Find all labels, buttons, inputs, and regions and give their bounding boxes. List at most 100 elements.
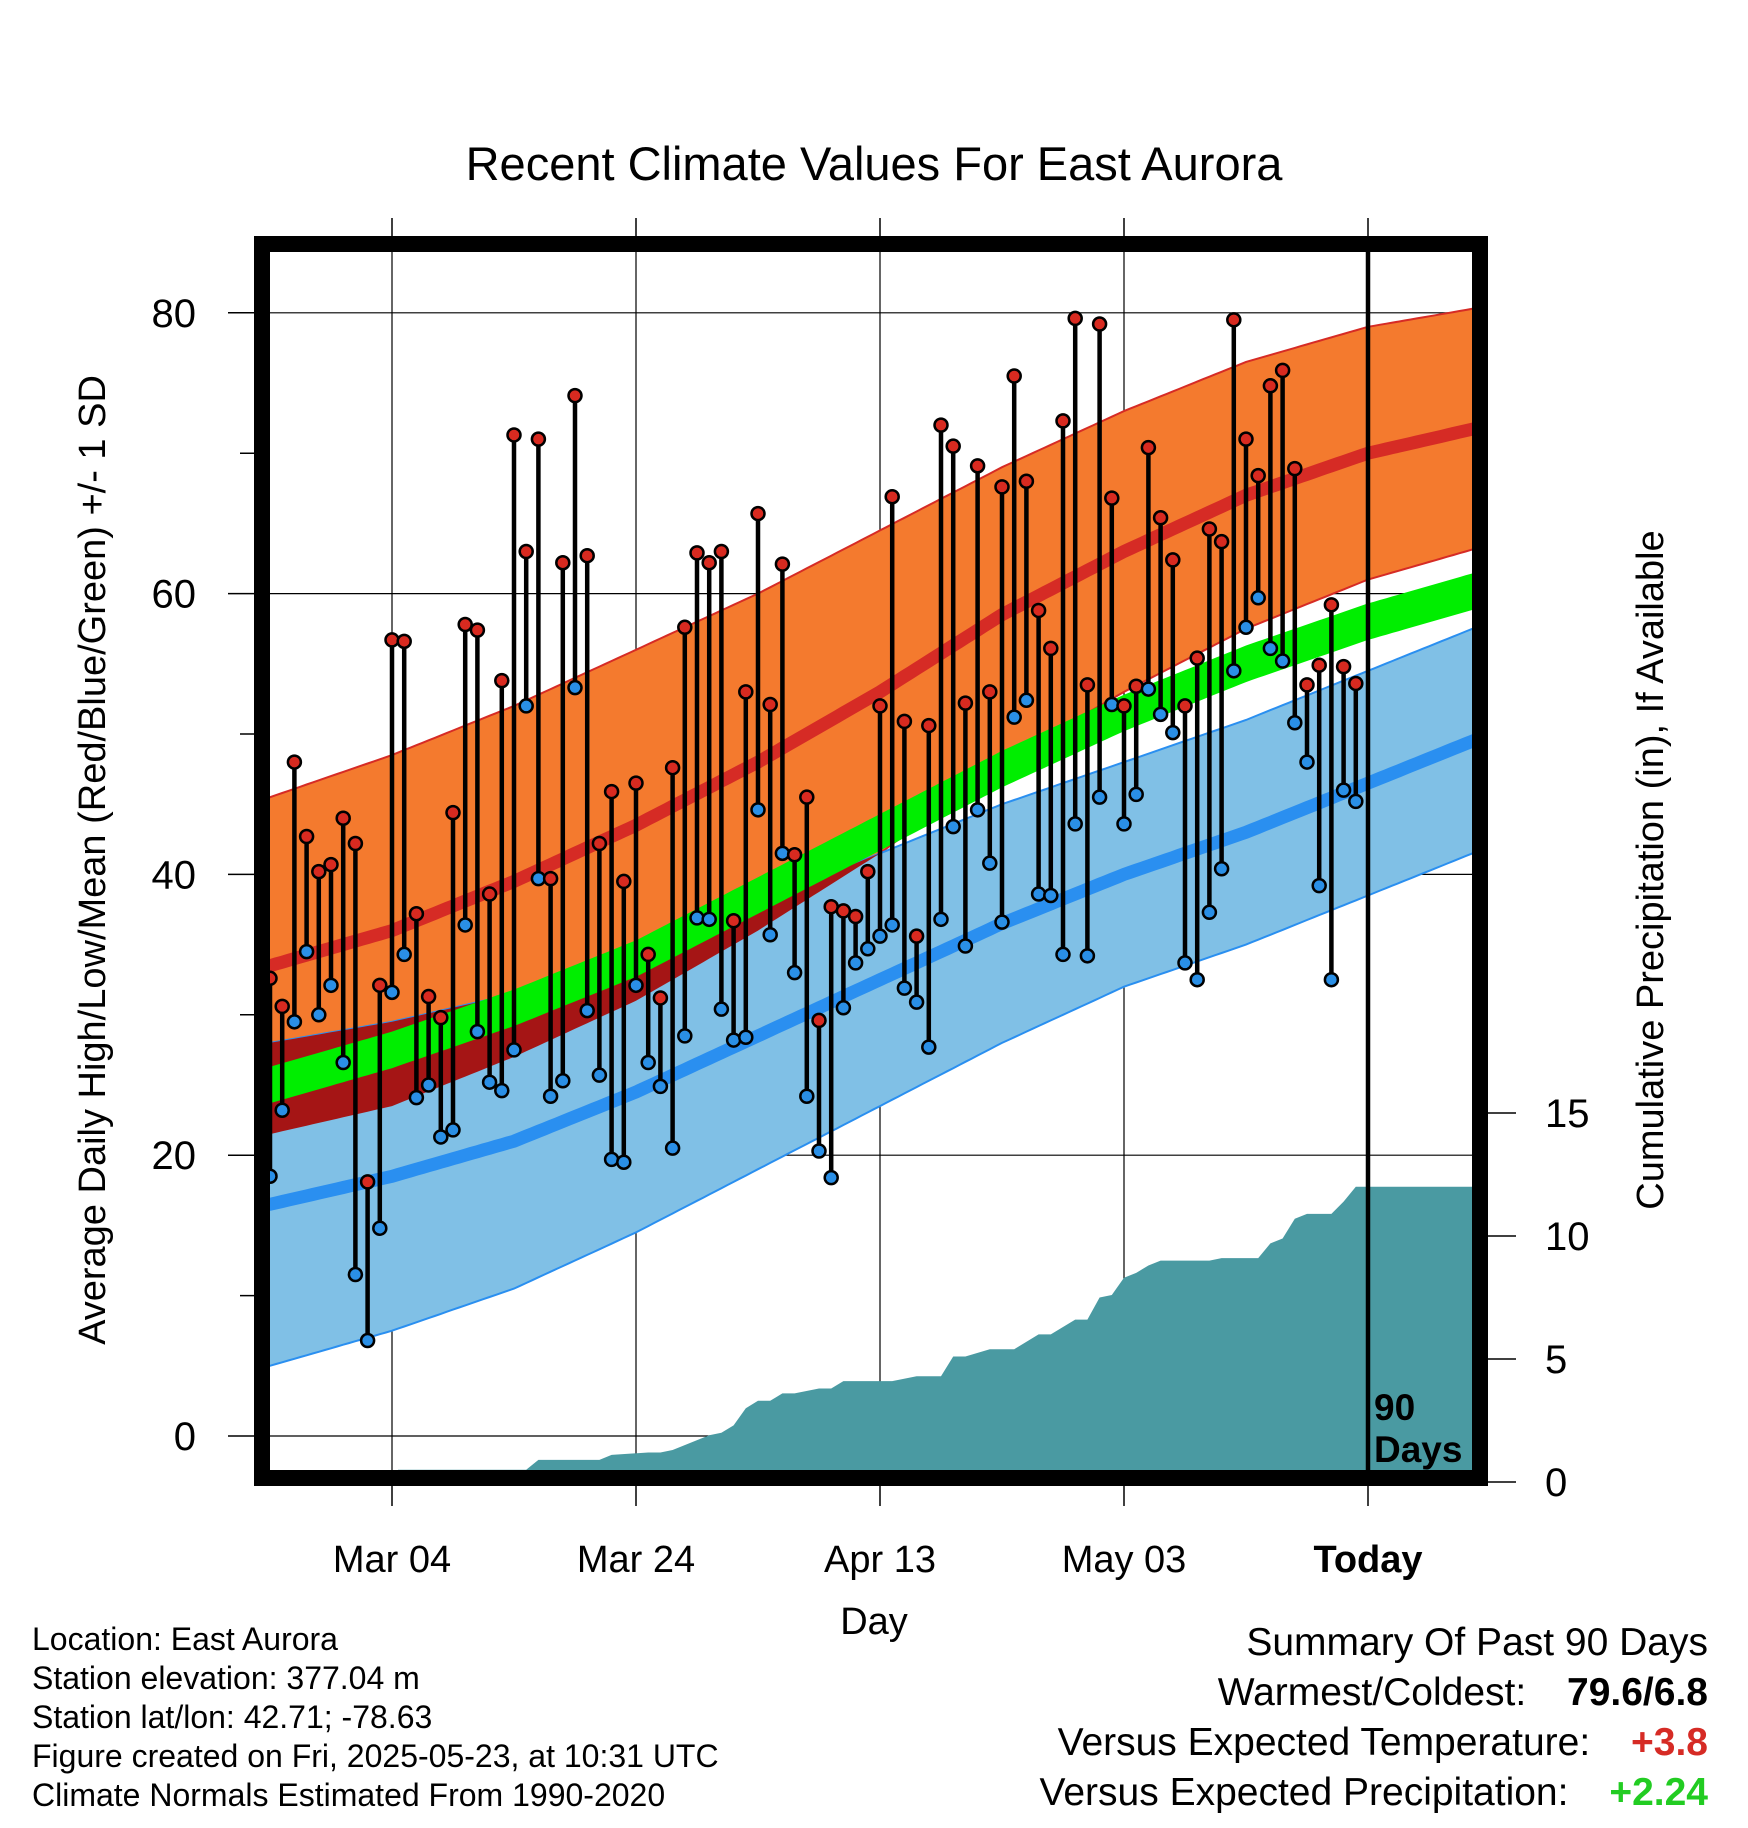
- daily-high-point: [323, 856, 339, 873]
- daily-high-point: [786, 846, 803, 863]
- daily-high-point: [1323, 597, 1340, 613]
- daily-low-point: [1274, 653, 1291, 669]
- daily-high-point: [774, 556, 791, 572]
- daily-low-point: [908, 994, 925, 1010]
- daily-low-point: [1030, 886, 1047, 902]
- daily-high-point: [384, 632, 400, 648]
- daily-high-point: [567, 387, 583, 404]
- daily-low-point: [591, 1067, 608, 1083]
- daily-high-point: [445, 804, 461, 821]
- daily-low-point: [1177, 955, 1193, 971]
- daily-low-point: [1128, 786, 1144, 803]
- daily-low-point: [457, 917, 473, 933]
- daily-low-point: [1018, 692, 1035, 709]
- temperature-departure-row: Versus Expected Temperature: +3.8: [1040, 1718, 1708, 1768]
- daily-high-point: [1067, 310, 1083, 327]
- daily-high-point: [701, 554, 717, 571]
- daily-low-point: [1006, 709, 1022, 725]
- daily-high-point: [506, 427, 522, 443]
- daily-high-point: [799, 789, 815, 805]
- daily-high-point: [518, 543, 534, 560]
- plot-content: [262, 244, 1480, 1478]
- daily-high-point: [1348, 675, 1364, 692]
- daily-high-point: [725, 912, 742, 929]
- daily-low-point: [1213, 861, 1230, 877]
- daily-high-point: [1104, 490, 1120, 506]
- warmest-coldest-row: Warmest/Coldest: 79.6/6.8: [1040, 1668, 1708, 1718]
- daily-high-point: [677, 619, 693, 636]
- daily-high-point: [811, 1012, 827, 1029]
- daily-high-point: [1311, 657, 1327, 673]
- daily-low-point: [750, 802, 766, 818]
- daily-low-point: [420, 1077, 437, 1093]
- daily-high-point: [628, 775, 644, 791]
- y-tick-label-right: 5: [1545, 1338, 1567, 1382]
- daily-low-point: [701, 911, 717, 928]
- daily-low-point: [1262, 640, 1279, 657]
- today-days-number: 90: [1374, 1387, 1415, 1428]
- today-days-label: Days: [1374, 1429, 1462, 1470]
- daily-high-point: [433, 1009, 449, 1026]
- daily-low-point: [860, 941, 876, 957]
- daily-low-point: [1055, 946, 1071, 963]
- daily-low-point: [628, 977, 644, 994]
- daily-high-point: [689, 545, 705, 561]
- summary-panel: Summary Of Past 90 Days Warmest/Coldest:…: [1040, 1618, 1709, 1818]
- mean-band: [262, 571, 1480, 1104]
- daily-low-point: [677, 1028, 693, 1044]
- daily-high-point: [1079, 677, 1096, 693]
- daily-high-point: [933, 417, 949, 433]
- daily-low-point: [884, 917, 900, 933]
- daily-high-point: [1189, 650, 1205, 666]
- daily-high-point: [652, 990, 669, 1006]
- daily-high-point: [1262, 378, 1279, 394]
- daily-low-point: [872, 928, 888, 944]
- daily-low-point: [1238, 619, 1254, 636]
- daily-low-point: [494, 1082, 510, 1099]
- y-tick-label-right: 0: [1545, 1461, 1567, 1505]
- daily-high-point: [579, 547, 595, 564]
- daily-low-point: [1091, 789, 1108, 805]
- daily-low-point: [1189, 971, 1205, 988]
- daily-high-point: [396, 633, 412, 650]
- daily-high-point: [835, 903, 852, 919]
- y-tick-label-left: 0: [174, 1415, 196, 1459]
- daily-high-point: [969, 458, 986, 474]
- daily-low-point: [433, 1129, 449, 1145]
- daily-high-point: [616, 873, 632, 890]
- daily-high-point: [469, 622, 486, 638]
- daily-low-point: [823, 1169, 839, 1186]
- daily-high-point: [921, 717, 937, 734]
- summary-heading: Summary Of Past 90 Days: [1246, 1621, 1708, 1664]
- daily-low-point: [811, 1143, 827, 1159]
- daily-high-point: [347, 835, 364, 852]
- daily-high-point: [457, 616, 473, 633]
- daily-low-point: [1165, 724, 1181, 741]
- daily-low-point: [372, 1220, 388, 1236]
- daily-observations: [262, 310, 1364, 1349]
- daily-low-point: [1079, 948, 1096, 964]
- daily-high-point: [860, 863, 876, 880]
- daily-low-point: [1311, 877, 1327, 894]
- daily-low-point: [408, 1089, 425, 1106]
- daily-high-point: [408, 905, 425, 922]
- daily-high-point: [1152, 510, 1169, 526]
- daily-high-point: [530, 431, 547, 447]
- plot-frame: [254, 236, 1488, 1486]
- right-axis-label: Cumulative Precipitation (in), If Availa…: [1630, 530, 1672, 1209]
- daily-low-point: [945, 818, 961, 835]
- daily-high-point: [603, 783, 620, 800]
- daily-low-point: [335, 1054, 351, 1071]
- daily-high-point: [982, 684, 998, 700]
- daily-high-point: [664, 759, 681, 776]
- daily-high-point: [1201, 521, 1218, 537]
- daily-high-point: [298, 828, 315, 845]
- x-tick-label: May 03: [1062, 1539, 1187, 1581]
- daily-low-point: [1201, 904, 1218, 921]
- daily-high-point: [1128, 678, 1144, 695]
- location-text: Location: East Aurora: [32, 1621, 338, 1657]
- daily-high-point: [1299, 677, 1315, 693]
- axes: 0 20 40 60 80 0 5 10 15 Mar 04 Mar 24 Apr 13 May 03 T…: [152, 218, 1590, 1581]
- daily-low-point: [1323, 971, 1340, 988]
- y-tick-label-left: 80: [152, 292, 197, 336]
